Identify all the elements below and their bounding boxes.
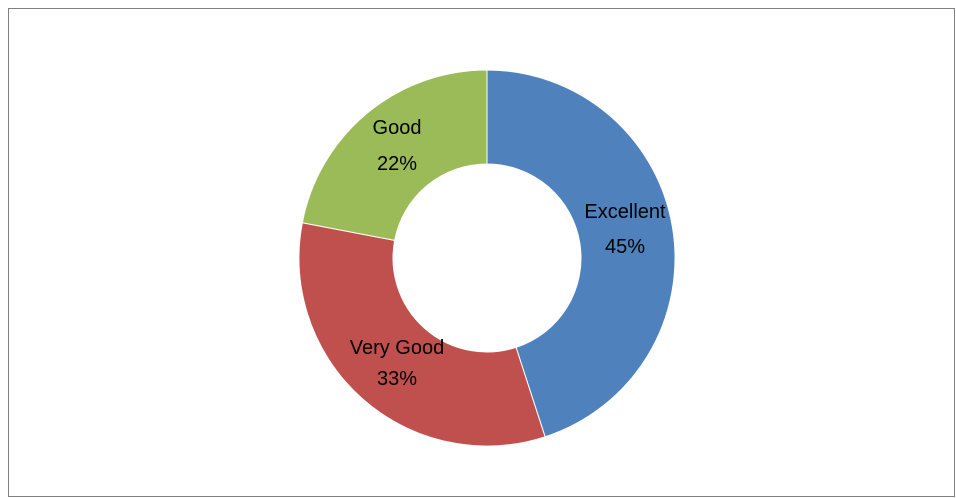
- slices-group: [298, 69, 676, 447]
- slice-excellent: [486, 69, 676, 438]
- slice-very-good: [298, 222, 546, 447]
- slice-category-label: Very Good: [350, 337, 445, 359]
- slice-value-label: 22%: [377, 153, 417, 175]
- slice-value-label: 45%: [605, 236, 645, 258]
- slice-good: [301, 69, 488, 241]
- labels-group: Excellent 45% Very Good 33% Good 22%: [350, 117, 666, 390]
- slice-category-label: Good: [373, 117, 422, 139]
- slice-value-label: 33%: [377, 368, 417, 390]
- slice-category-label: Excellent: [584, 201, 666, 223]
